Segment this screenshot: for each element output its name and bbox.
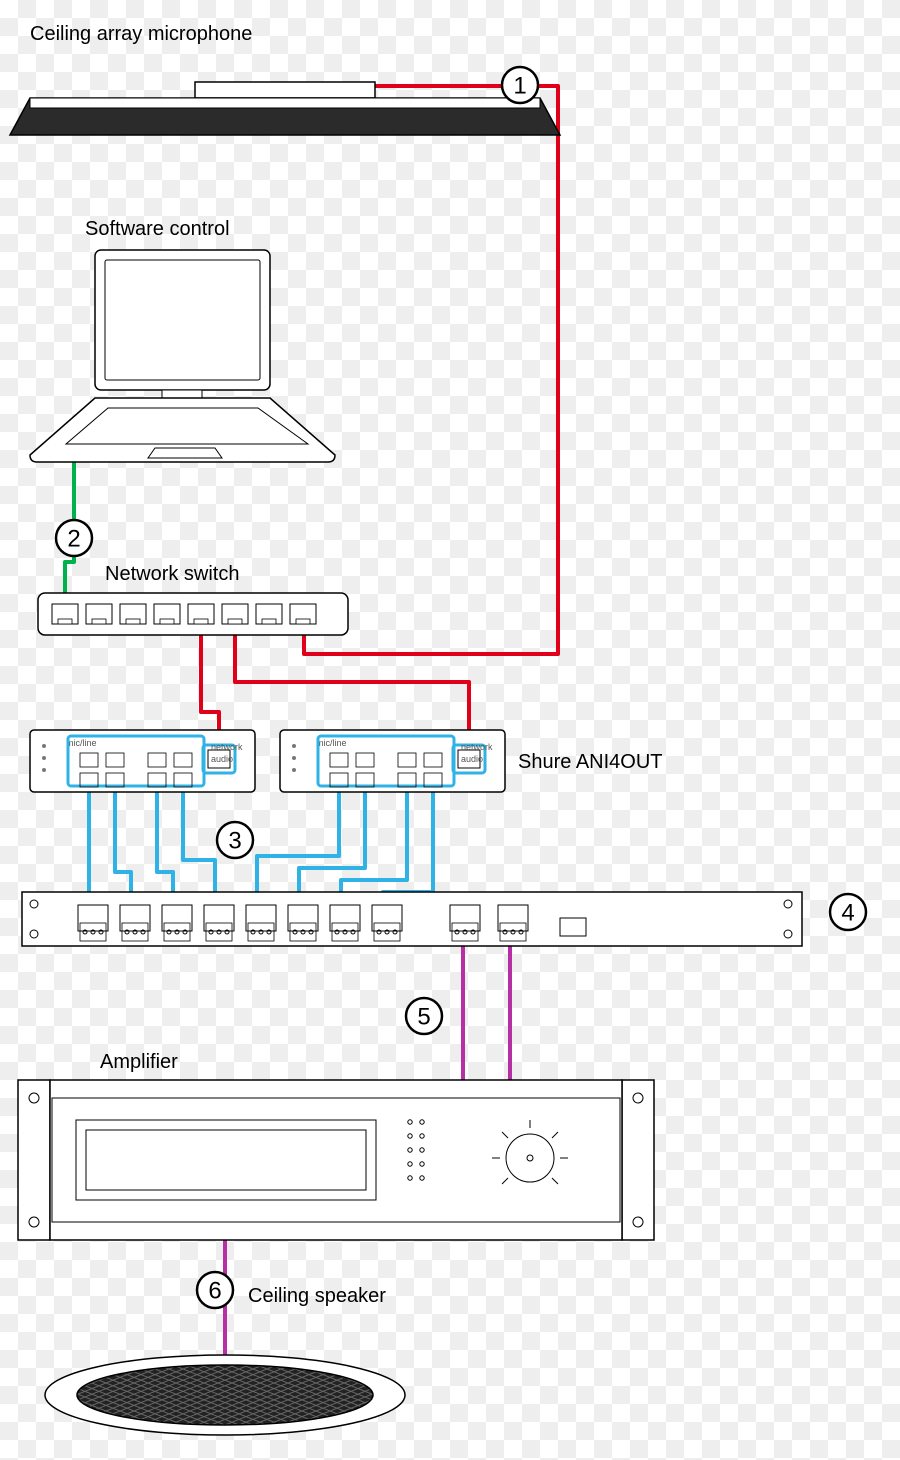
amplifier-knob xyxy=(506,1134,554,1182)
svg-text:3: 3 xyxy=(228,828,241,855)
amplifier-ear-right xyxy=(622,1080,654,1240)
ceiling-speaker: Ceiling speaker xyxy=(0,1285,705,1445)
svg-text:2: 2 xyxy=(67,526,80,553)
cable-mic-to-switch xyxy=(298,86,558,654)
svg-text:mic/line: mic/line xyxy=(316,738,347,748)
laptop-hinge xyxy=(162,390,202,398)
ani4out-group: Shure ANI4OUT mic/linenetworkaudiomic/li… xyxy=(30,730,663,792)
svg-text:network: network xyxy=(211,742,243,752)
badge-3: 3 xyxy=(217,822,253,858)
svg-text:4: 4 xyxy=(841,900,854,927)
badge-5: 5 xyxy=(406,998,442,1034)
ani4out-unit-1: mic/line network audio xyxy=(30,730,255,792)
software-control-laptop: Software control xyxy=(30,218,335,462)
audio-system-diagram: Ceiling array microphone Software contro… xyxy=(0,0,900,1460)
svg-text:network: network xyxy=(461,742,493,752)
dsp-rack-unit xyxy=(22,892,802,946)
svg-text:audio: audio xyxy=(461,754,483,764)
network-switch-label: Network switch xyxy=(105,563,239,585)
dsp-body xyxy=(22,892,802,946)
badge-2: 2 xyxy=(56,520,92,556)
badge-1: 1 xyxy=(502,67,538,103)
ceiling-mic-label: Ceiling array microphone xyxy=(30,23,252,45)
ani4out-unit-2: mic/line network audio xyxy=(280,730,505,792)
svg-text:audio: audio xyxy=(211,754,233,764)
badge-6: 6 xyxy=(197,1272,233,1308)
svg-text:6: 6 xyxy=(208,1278,221,1305)
network-switch: Network switch xyxy=(38,563,348,635)
dsp-network-port xyxy=(560,918,586,936)
ani4out-label: Shure ANI4OUT xyxy=(518,751,663,773)
amplifier-ear-left xyxy=(18,1080,50,1240)
amplifier: Amplifier xyxy=(18,1051,654,1240)
software-control-label: Software control xyxy=(85,218,230,240)
svg-text:5: 5 xyxy=(417,1004,430,1031)
ceiling-mic-connector-strip xyxy=(195,82,375,98)
badge-4: 4 xyxy=(830,894,866,930)
svg-text:mic/line: mic/line xyxy=(66,738,97,748)
ceiling-array-microphone: Ceiling array microphone xyxy=(10,23,560,135)
amplifier-label: Amplifier xyxy=(100,1051,178,1073)
svg-text:1: 1 xyxy=(513,73,526,100)
speaker-grille xyxy=(0,1345,705,1445)
laptop-screen-outer xyxy=(95,250,270,390)
ceiling-speaker-label: Ceiling speaker xyxy=(248,1285,386,1307)
